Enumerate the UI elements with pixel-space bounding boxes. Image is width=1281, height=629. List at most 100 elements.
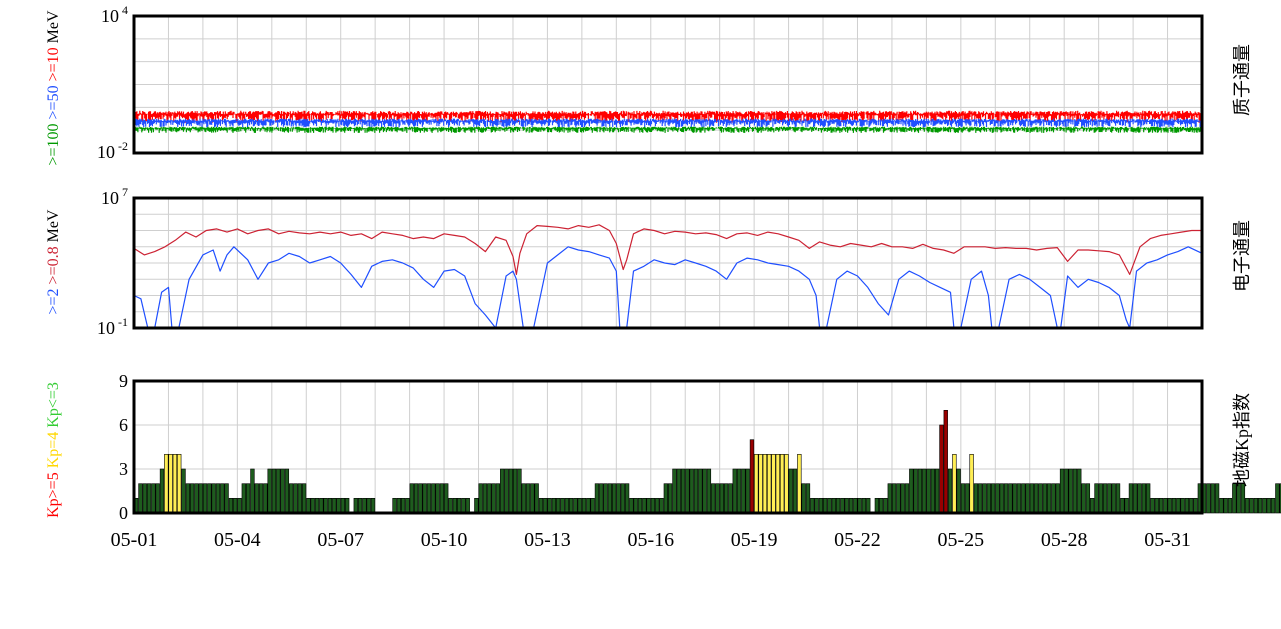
- kp-bar: [198, 483, 203, 514]
- proton-right-label: 质子通量: [1232, 44, 1252, 116]
- kp-bar: [861, 497, 867, 514]
- left-label-part: >=100: [45, 123, 62, 165]
- kp-bar: [474, 497, 479, 514]
- kp-bar: [228, 497, 234, 514]
- electron-grid: [134, 198, 1202, 328]
- kp-bar: [426, 483, 432, 514]
- x-tick-label: 05-31: [1144, 529, 1191, 551]
- kp-bar: [1102, 483, 1108, 514]
- kp-bar: [913, 468, 918, 514]
- kp-bar: [784, 453, 789, 514]
- kp-bar: [659, 497, 664, 514]
- kp-bar: [1072, 468, 1078, 514]
- kp-bar: [982, 483, 987, 514]
- kp-bar: [271, 468, 277, 514]
- kp-bar: [840, 497, 845, 514]
- kp-bar: [741, 468, 746, 514]
- x-tick-label: 05-19: [731, 529, 778, 551]
- kp-bar: [258, 483, 264, 514]
- kp-bar: [1016, 483, 1022, 514]
- kp-bar: [1227, 497, 1233, 514]
- kp-bar: [168, 453, 173, 514]
- kp-bar: [353, 497, 358, 514]
- kp-bar: [990, 483, 996, 514]
- kp-bar: [866, 497, 871, 514]
- kp-bar: [969, 453, 974, 514]
- kp-ytick: 3: [119, 459, 128, 479]
- x-tick-label: 05-22: [834, 529, 881, 551]
- kp-bar: [676, 468, 681, 514]
- left-label-part: >=10: [45, 47, 62, 85]
- electron-ytick-top: 10 7: [101, 185, 128, 208]
- kp-bar: [500, 468, 505, 514]
- kp-bar: [711, 483, 716, 514]
- kp-frame: [132, 379, 1204, 515]
- kp-bar: [568, 497, 574, 514]
- kp-bar: [736, 468, 742, 514]
- x-tick-label: 05-13: [524, 529, 571, 551]
- x-axis-ticks: 05-01 05-04 05-07 05-10 05-13 05-16 05-19 05-22…: [111, 529, 1191, 551]
- kp-bar: [1180, 497, 1185, 514]
- kp-bar: [943, 409, 948, 514]
- electron-series->=2: [133, 246, 1203, 329]
- kp-bar: [1163, 497, 1168, 514]
- kp-bar: [594, 483, 600, 514]
- kp-bar: [848, 497, 854, 514]
- kp-bar: [771, 453, 776, 514]
- kp-bar: [667, 483, 673, 514]
- kp-bar: [366, 497, 371, 514]
- kp-bar: [159, 468, 165, 514]
- kp-bar: [779, 453, 785, 514]
- kp-bar: [525, 483, 531, 514]
- kp-bar: [680, 468, 686, 514]
- kp-bar: [586, 497, 591, 514]
- kp-bar: [189, 483, 195, 514]
- kp-bar: [693, 468, 699, 514]
- kp-bar: [689, 468, 694, 514]
- kp-bars: [134, 409, 1281, 514]
- kp-bar: [874, 497, 880, 514]
- kp-bar: [444, 483, 449, 514]
- left-label-part: Kp=4: [45, 432, 62, 473]
- kp-bar: [947, 468, 953, 514]
- kp-bar: [517, 468, 522, 514]
- proton-ytick-top: 10 4: [101, 3, 128, 26]
- kp-bar: [633, 497, 638, 514]
- x-tick-label: 05-25: [938, 529, 985, 551]
- kp-bar: [1154, 497, 1159, 514]
- kp-bar: [788, 468, 793, 514]
- kp-bar: [801, 483, 806, 514]
- kp-bar: [293, 483, 298, 514]
- left-label-part: >=0.8: [45, 246, 62, 288]
- kp-bar: [310, 497, 315, 514]
- kp-bar: [370, 497, 376, 514]
- kp-bar: [301, 483, 307, 514]
- kp-bar: [917, 468, 923, 514]
- kp-bar: [1038, 483, 1043, 514]
- kp-bar: [1279, 483, 1281, 514]
- kp-bar: [1059, 468, 1065, 514]
- kp-bar: [164, 453, 169, 514]
- kp-bar: [461, 497, 466, 514]
- kp-bar: [792, 468, 798, 514]
- kp-bar: [336, 497, 341, 514]
- kp-bar: [504, 468, 509, 514]
- kp-bar: [827, 497, 832, 514]
- kp-bar: [357, 497, 363, 514]
- kp-bar: [1128, 483, 1134, 514]
- kp-bar: [508, 468, 513, 514]
- kp-bar: [732, 468, 737, 514]
- kp-bar: [556, 497, 561, 514]
- kp-bar: [663, 483, 668, 514]
- kp-bar: [1098, 483, 1103, 514]
- kp-bar: [409, 483, 414, 514]
- proton-series->=50: [133, 118, 1203, 128]
- x-tick-label: 05-16: [627, 529, 674, 551]
- kp-bar: [1219, 497, 1224, 514]
- kp-bar: [629, 497, 634, 514]
- kp-bar: [1236, 483, 1241, 514]
- kp-bar: [853, 497, 858, 514]
- kp-left-label: Kp>=5 Kp=4 Kp<=3: [45, 382, 62, 518]
- kp-bar: [896, 483, 901, 514]
- kp-bar: [1176, 497, 1181, 514]
